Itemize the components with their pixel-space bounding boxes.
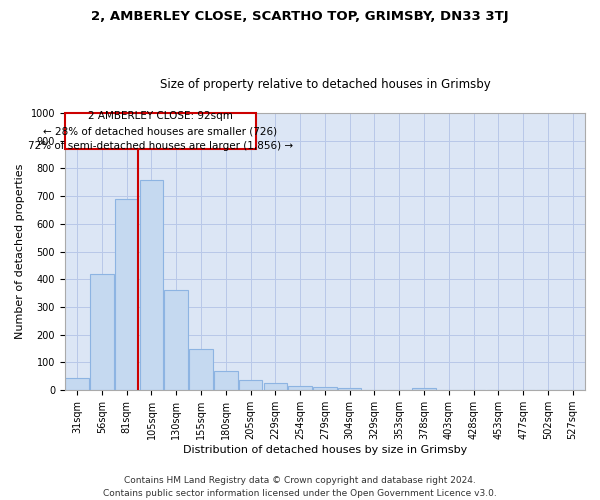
Bar (289, 386, 312, 390)
Text: 2 AMBERLEY CLOSE: 92sqm
← 28% of detached houses are smaller (726)
72% of semi-d: 2 AMBERLEY CLOSE: 92sqm ← 28% of detache… (28, 111, 293, 151)
Bar (140, 180, 163, 390)
Bar (263, 384, 287, 390)
Bar (164, 290, 188, 390)
Bar (412, 388, 436, 390)
Bar (189, 348, 213, 390)
Bar (214, 371, 238, 390)
Text: Contains HM Land Registry data © Crown copyright and database right 2024.
Contai: Contains HM Land Registry data © Crown c… (103, 476, 497, 498)
Text: 2, AMBERLEY CLOSE, SCARTHO TOP, GRIMSBY, DN33 3TJ: 2, AMBERLEY CLOSE, SCARTHO TOP, GRIMSBY,… (91, 10, 509, 23)
Y-axis label: Number of detached properties: Number of detached properties (15, 164, 25, 340)
Bar (115, 199, 139, 390)
Title: Size of property relative to detached houses in Grimsby: Size of property relative to detached ho… (160, 78, 490, 91)
FancyBboxPatch shape (65, 113, 256, 149)
X-axis label: Distribution of detached houses by size in Grimsby: Distribution of detached houses by size … (183, 445, 467, 455)
Bar (338, 388, 361, 390)
Bar (65, 378, 89, 390)
Bar (313, 387, 337, 390)
Bar (239, 380, 262, 390)
Bar (90, 274, 114, 390)
